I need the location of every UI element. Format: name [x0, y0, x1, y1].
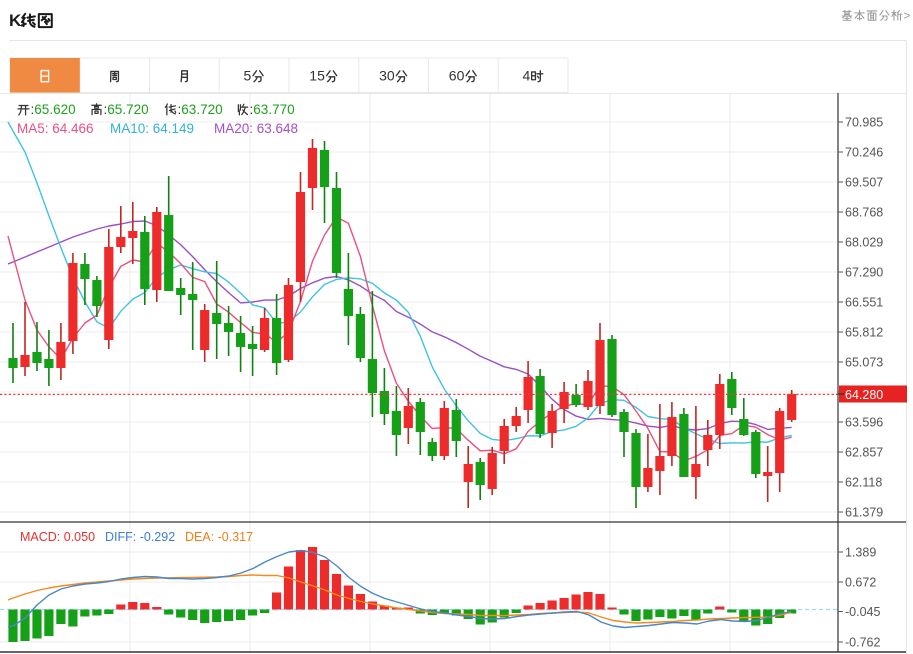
svg-text:63.770: 63.770 [253, 102, 294, 117]
svg-text:66.551: 66.551 [845, 296, 883, 310]
svg-text::: : [178, 102, 182, 117]
svg-text:30: 30 [379, 68, 395, 84]
svg-text:15: 15 [309, 68, 325, 84]
svg-text:DEA: -0.317: DEA: -0.317 [185, 530, 253, 544]
svg-text:70.246: 70.246 [845, 146, 883, 160]
svg-text:65.620: 65.620 [34, 102, 75, 117]
svg-text:1.389: 1.389 [845, 546, 876, 560]
svg-text::: : [104, 102, 108, 117]
svg-text:>: > [903, 9, 910, 23]
svg-text:0.672: 0.672 [845, 576, 876, 590]
svg-text:5: 5 [244, 68, 252, 84]
svg-text:61.379: 61.379 [845, 506, 883, 520]
svg-text:63.720: 63.720 [181, 102, 222, 117]
svg-text:63.596: 63.596 [845, 416, 883, 430]
svg-text:MA5: 64.466: MA5: 64.466 [17, 121, 94, 136]
svg-text:MA10: 64.149: MA10: 64.149 [110, 121, 194, 136]
svg-text:67.290: 67.290 [845, 266, 883, 280]
svg-text::: : [250, 102, 254, 117]
svg-text::: : [31, 102, 35, 117]
svg-text:MACD: 0.050: MACD: 0.050 [20, 530, 95, 544]
svg-text:62.857: 62.857 [845, 446, 883, 460]
svg-text:65.720: 65.720 [107, 102, 148, 117]
svg-text:65.073: 65.073 [845, 356, 883, 370]
svg-text:DIFF: -0.292: DIFF: -0.292 [105, 530, 175, 544]
svg-text:68.768: 68.768 [845, 206, 883, 220]
svg-text:65.812: 65.812 [845, 326, 883, 340]
svg-text:70.985: 70.985 [845, 116, 883, 130]
svg-text:K: K [9, 11, 22, 30]
svg-text:64.280: 64.280 [845, 388, 883, 402]
svg-text:4: 4 [523, 68, 531, 84]
svg-text:MA20: 63.648: MA20: 63.648 [214, 121, 298, 136]
svg-text:62.118: 62.118 [845, 476, 882, 490]
svg-text:69.507: 69.507 [845, 176, 883, 190]
svg-text:-0.762: -0.762 [845, 636, 880, 650]
svg-text:60: 60 [449, 68, 465, 84]
svg-text:68.029: 68.029 [845, 236, 883, 250]
svg-text:-0.045: -0.045 [845, 605, 880, 619]
